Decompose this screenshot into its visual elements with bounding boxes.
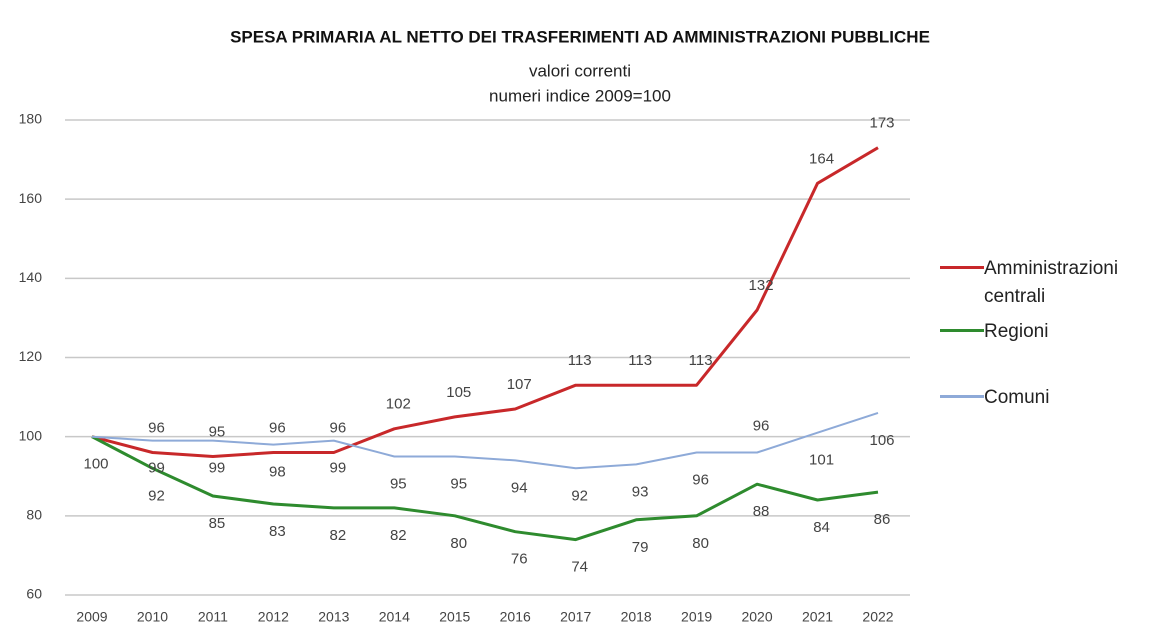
data-label: 102 [386, 396, 411, 413]
data-label: 85 [209, 515, 226, 532]
legend-item: Amministrazioni centrali [940, 255, 1160, 311]
y-tick-label: 160 [19, 190, 43, 206]
data-label: 106 [869, 432, 894, 449]
data-label: 82 [330, 527, 347, 544]
data-label: 92 [571, 487, 588, 504]
data-label: 79 [632, 539, 649, 556]
y-tick-label: 120 [19, 348, 43, 364]
data-label: 113 [689, 352, 713, 369]
x-tick-label: 2012 [258, 609, 289, 625]
data-label: 80 [692, 535, 709, 552]
series-line [91, 435, 879, 542]
data-label: 96 [753, 417, 770, 434]
data-label: 101 [809, 452, 834, 469]
data-label: 96 [269, 419, 286, 436]
data-label: 92 [148, 487, 165, 504]
legend-item: Regioni [940, 318, 1160, 346]
data-label: 100 [83, 456, 108, 473]
legend-label: Amministrazioni centrali [984, 258, 1119, 307]
x-tick-label: 2020 [741, 609, 772, 625]
chart-title: SPESA PRIMARIA AL NETTO DEI TRASFERIMENT… [230, 27, 930, 46]
legend-swatch [940, 266, 984, 269]
data-label: 99 [209, 460, 226, 477]
data-label: 164 [809, 150, 834, 167]
x-tick-label: 2018 [621, 609, 652, 625]
data-label: 95 [450, 475, 467, 492]
data-label: 88 [753, 503, 770, 520]
x-tick-label: 2017 [560, 609, 591, 625]
x-tick-label: 2016 [500, 609, 531, 625]
y-tick-label: 100 [19, 427, 43, 443]
data-label: 107 [507, 376, 532, 393]
data-label: 93 [632, 483, 649, 500]
data-label: 76 [511, 551, 528, 568]
data-label: 83 [269, 523, 286, 540]
data-label: 95 [390, 475, 407, 492]
data-label: 173 [869, 115, 894, 132]
legend-swatch [940, 329, 984, 332]
y-tick-label: 180 [19, 111, 43, 127]
data-label: 95 [209, 423, 226, 440]
chart-subtitle: valori correnti [529, 61, 631, 80]
x-tick-label: 2021 [802, 609, 833, 625]
data-label: 80 [450, 535, 467, 552]
x-tick-label: 2011 [198, 609, 228, 625]
data-label: 96 [148, 419, 165, 436]
legend-swatch [940, 395, 984, 398]
x-tick-label: 2019 [681, 609, 712, 625]
y-tick-label: 60 [26, 586, 42, 602]
series-line [91, 411, 879, 470]
y-tick-label: 140 [19, 269, 43, 285]
data-label: 105 [446, 384, 471, 401]
x-tick-label: 2014 [379, 609, 410, 625]
data-label: 86 [874, 511, 891, 528]
legend-label: Comuni [984, 387, 1050, 408]
data-label: 84 [813, 519, 830, 536]
x-tick-label: 2022 [862, 609, 893, 625]
data-label: 99 [148, 460, 165, 477]
legend-item: Comuni [940, 384, 1160, 412]
data-label: 82 [390, 527, 407, 544]
data-label: 94 [511, 479, 528, 496]
chart-subtitle: numeri indice 2009=100 [489, 86, 671, 105]
y-tick-label: 80 [26, 507, 42, 523]
series-line [91, 146, 879, 458]
data-label: 96 [330, 419, 347, 436]
data-label: 99 [330, 460, 347, 477]
x-tick-label: 2015 [439, 609, 470, 625]
data-label: 132 [749, 277, 774, 294]
data-label: 74 [571, 559, 588, 576]
x-tick-label: 2013 [318, 609, 349, 625]
data-label: 96 [692, 471, 709, 488]
data-label: 113 [628, 352, 652, 369]
x-tick-label: 2010 [137, 609, 168, 625]
x-tick-label: 2009 [76, 609, 107, 625]
data-label: 98 [269, 464, 286, 481]
data-label: 113 [568, 352, 592, 369]
legend-label: Regioni [984, 321, 1049, 342]
